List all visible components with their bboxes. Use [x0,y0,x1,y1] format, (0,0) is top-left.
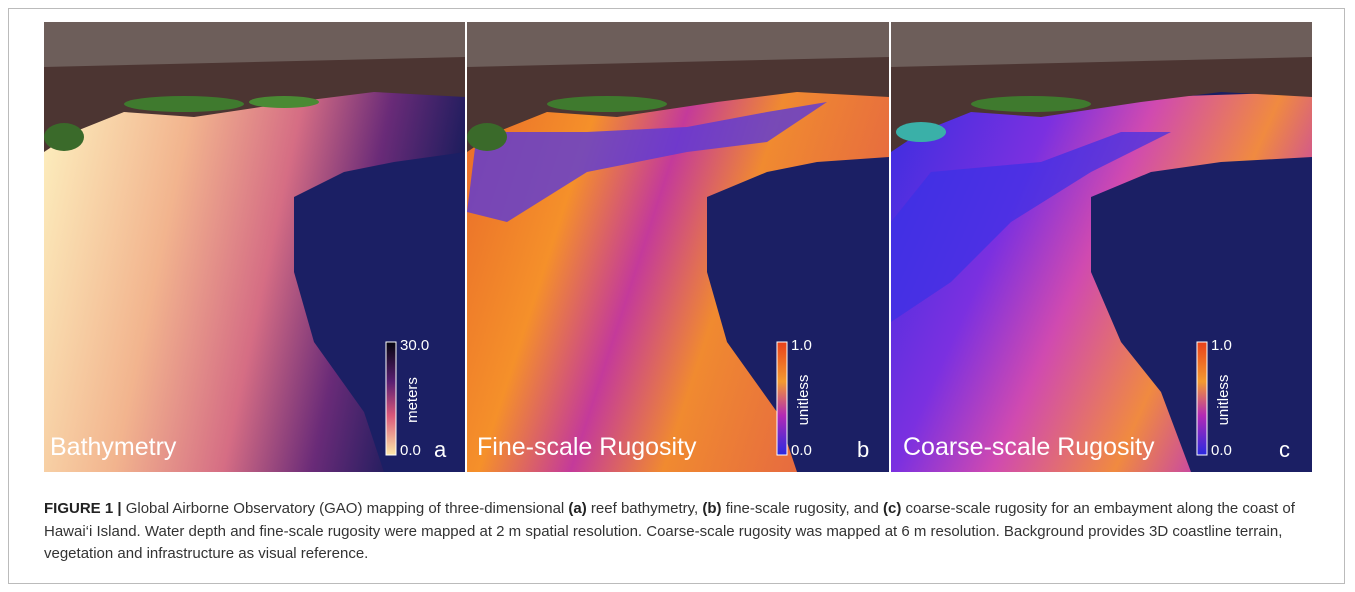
colorbar-unit: meters [404,377,421,423]
colorbar-min: 0.0 [1211,442,1232,459]
colorbar-min: 0.0 [400,442,421,459]
colorbar-unit: unitless [1215,375,1232,426]
caption-text: Global Airborne Observatory (GAO) mappin… [122,500,569,517]
caption-text: (a) [568,500,586,517]
colorbar-max: 1.0 [791,337,812,354]
caption-text: (c) [883,500,901,517]
panel-title: Bathymetry [50,433,177,461]
panel-letter: c [1279,437,1290,462]
colorbar-unit: unitless [795,375,812,426]
panel-title: Coarse-scale Rugosity [903,433,1155,461]
panel-letter: a [434,437,447,462]
panel: 30.0 0.0 meters Bathymetry a [44,22,465,472]
panel: 1.0 0.0 unitless Fine-scale Rugosity b [467,22,888,472]
caption-text: reef bathymetry, [587,500,703,517]
caption: FIGURE 1 | Global Airborne Observatory (… [44,498,1329,566]
colorbar-max: 1.0 [1211,337,1232,354]
colorbar-max: 30.0 [400,337,429,354]
figure-panels: 30.0 0.0 meters Bathymetry a 1.0 0.0 uni… [44,22,1312,472]
panel-title: Fine-scale Rugosity [477,433,697,461]
caption-text: fine-scale rugosity, and [722,500,883,517]
panel: 1.0 0.0 unitless Coarse-scale Rugosity c [891,22,1312,472]
caption-label: FIGURE 1 | [44,500,122,517]
panel-letter: b [857,437,869,462]
colorbar-min: 0.0 [791,442,812,459]
caption-text: (b) [702,500,721,517]
